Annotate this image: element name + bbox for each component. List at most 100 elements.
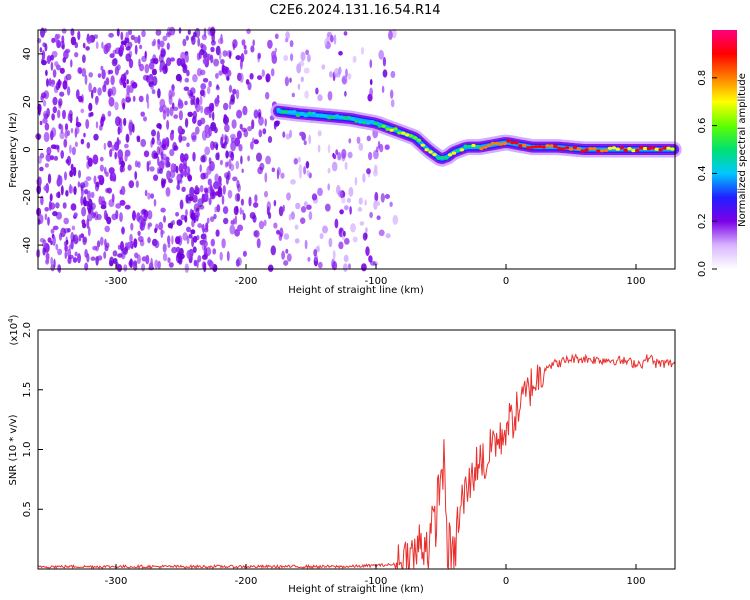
spectrogram-speckle [73,186,77,195]
spectrogram-speckle [107,110,112,117]
spectrogram-speckle [156,130,160,141]
spectrogram-speckle [173,114,179,119]
spectrogram-speckle [162,243,167,253]
spectrogram-speckle [329,71,333,78]
spectrogram-speckle [144,189,148,197]
ridge-core-point [479,147,484,151]
spectrogram-speckle [252,39,255,47]
spectrogram-speckle [190,212,196,221]
spectrogram-speckle [306,169,310,177]
spectrogram-speckle [229,163,235,171]
spectrogram-speckle [199,95,203,106]
spectrogram-speckle [388,30,393,41]
spectrogram-speckle [198,204,205,210]
spectrogram-speckle [61,35,65,45]
spectrogram-speckle [169,149,175,157]
spectrogram-speckle [175,212,180,217]
spectrogram-speckle [322,225,328,234]
spectrogram-speckle [184,77,190,83]
spectrogram-speckle [234,215,238,225]
spectrogram-speckle [119,164,124,173]
spectrogram-speckle [147,192,151,200]
spectrogram-speckle [358,197,363,205]
spectrogram-speckle [257,75,263,80]
spectrogram-speckle [334,218,339,229]
spectrogram-speckle [75,89,80,100]
spectrogram-speckle [298,61,305,67]
spectrogram-speckle [343,254,349,263]
spectrogram-speckle [373,200,378,210]
spectrogram-speckle [343,263,348,272]
spectrogram-speckle [228,84,233,93]
spectrogram-speckle [90,191,95,199]
spectrogram-speckle [213,213,217,220]
spectrogram-speckle [85,46,90,51]
colorbar-tick-label: 0.0 [697,261,708,277]
spectrogram-speckle [87,157,93,167]
spectrogram-speckle [69,144,72,154]
spectrogram-speckle [151,137,155,145]
spectrogram-speckle [158,221,164,231]
spectrogram-speckle [141,263,146,272]
spectrogram-speckle [161,143,166,149]
spectrogram-speckle [74,141,78,148]
spectrogram-speckle [225,150,229,159]
spectrogram-speckle [219,251,223,261]
spectrogram-speckle [139,44,143,50]
spectrogram-speckle [376,215,381,220]
ridge-core-point [471,143,476,148]
spectrogram-speckle [70,28,75,36]
spectrogram-speckle [138,215,144,224]
spectrogram-speckle [210,40,216,46]
spectrogram-speckle [203,246,207,256]
spectrogram-speckle [143,116,147,122]
spectrogram-speckle [57,248,63,256]
spectrogram-speckle [338,51,343,56]
spectrogram-speckle [210,46,215,53]
ridge-core-point [307,111,312,115]
ridge-core-point [455,149,461,153]
spectrogram-speckle [207,86,211,95]
ridge-core-point [580,149,585,153]
spectrogram-speckle [49,193,53,202]
spectrogram-speckle [67,228,71,233]
colorbar-tick-label: 0.6 [697,118,708,134]
spectrogram-speckle [307,257,311,262]
spectrogram-speckle [55,243,59,251]
spectrogram-speckle [171,84,175,92]
spectrogram-speckle [36,207,42,217]
spectrogram-speckle [60,124,64,134]
spectrogram-speckle [214,97,219,107]
spectrogram-speckle [148,160,152,166]
spectrogram-speckle [162,252,168,262]
spectrogram-speckle [110,75,115,86]
ridge-core-point [596,149,601,153]
spectrogram-speckle [80,108,85,114]
spectrogram-speckle [95,245,99,252]
spectrogram-speckle [39,166,44,172]
spectrogram-speckle [105,171,109,177]
spectrogram-speckle [64,129,68,139]
spectrogram-speckle [116,137,120,148]
spectrogram-speckle [202,78,209,83]
spectrogram-speckle [264,172,268,183]
spectrogram-speckle [303,140,307,146]
spectrogram-speckle [108,32,114,38]
ridge-core-point [420,143,425,147]
spectrogram-speckle [203,262,207,273]
spectrogram-speckle [82,237,87,246]
spectrogram-speckle [150,58,157,64]
spectrogram-speckle [273,199,277,207]
spectrogram-speckle [251,119,255,130]
spectrogram-speckle [185,209,188,217]
spectrogram-speckle [159,168,163,174]
spectrogram-speckle [270,68,275,77]
spectrogram-speckle [126,241,133,248]
ridge-core-point [330,115,336,119]
spectrogram-speckle [91,212,96,219]
spectrogram-speckle [215,191,219,196]
spectrogram-speckle [52,106,57,114]
ridge-core-point [366,121,371,125]
spectrogram-speckle [210,238,215,247]
ridge-core-point [377,124,383,128]
